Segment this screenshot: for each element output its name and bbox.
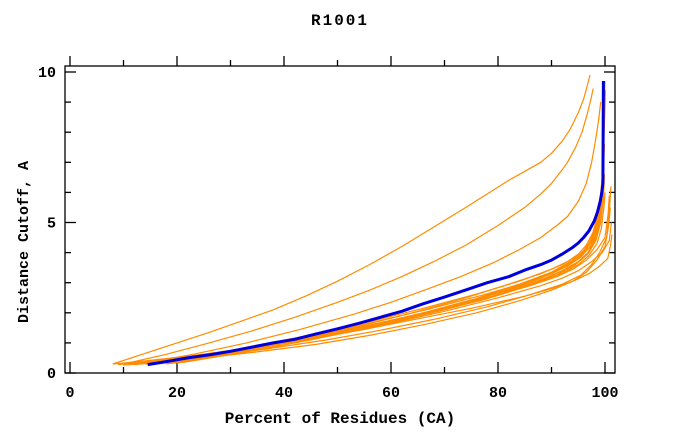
series-model-17 bbox=[112, 74, 591, 365]
series-model-06 bbox=[160, 180, 603, 364]
series-model-07 bbox=[166, 144, 606, 365]
plot-frame bbox=[64, 65, 616, 374]
y-axis-label: Distance Cutoff, A bbox=[16, 160, 33, 324]
x-tick-label: 0 bbox=[65, 385, 74, 402]
series-best-model bbox=[147, 80, 605, 367]
x-axis-label: Percent of Residues (CA) bbox=[224, 410, 456, 428]
x-tick-label: 40 bbox=[275, 385, 293, 402]
x-tick-label: 60 bbox=[382, 385, 400, 402]
series-model-18 bbox=[123, 88, 594, 365]
series-model-10 bbox=[155, 174, 603, 364]
series-model-16 bbox=[144, 207, 602, 365]
series-model-13 bbox=[123, 207, 611, 366]
series-model-05 bbox=[155, 189, 603, 365]
x-tick-label: 20 bbox=[168, 385, 186, 402]
x-tick-label: 80 bbox=[489, 385, 507, 402]
series-model-11 bbox=[182, 174, 606, 364]
x-tick-label: 100 bbox=[591, 385, 618, 402]
series-model-12 bbox=[134, 186, 612, 366]
chart-title: R1001 bbox=[310, 12, 369, 30]
series-model-01 bbox=[112, 234, 613, 365]
y-tick-label: 0 bbox=[47, 366, 56, 383]
y-tick-label: 5 bbox=[47, 216, 56, 233]
y-tick-label: 10 bbox=[38, 65, 56, 82]
series-model-19 bbox=[139, 102, 602, 365]
series-model-02 bbox=[118, 222, 612, 366]
